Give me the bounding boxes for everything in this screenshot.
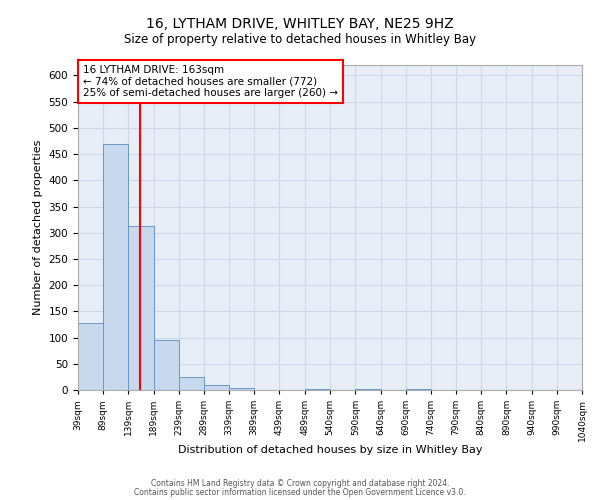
- Y-axis label: Number of detached properties: Number of detached properties: [33, 140, 43, 315]
- Bar: [179, 377, 204, 390]
- Bar: [103, 144, 128, 390]
- Bar: [229, 388, 254, 390]
- X-axis label: Distribution of detached houses by size in Whitley Bay: Distribution of detached houses by size …: [178, 445, 482, 455]
- Bar: [78, 323, 103, 390]
- Text: Size of property relative to detached houses in Whitley Bay: Size of property relative to detached ho…: [124, 32, 476, 46]
- Bar: [406, 389, 431, 390]
- Bar: [204, 385, 229, 390]
- Text: Contains HM Land Registry data © Crown copyright and database right 2024.: Contains HM Land Registry data © Crown c…: [151, 479, 449, 488]
- Bar: [154, 340, 179, 390]
- Bar: [305, 389, 330, 390]
- Text: 16 LYTHAM DRIVE: 163sqm
← 74% of detached houses are smaller (772)
25% of semi-d: 16 LYTHAM DRIVE: 163sqm ← 74% of detache…: [83, 65, 338, 98]
- Text: 16, LYTHAM DRIVE, WHITLEY BAY, NE25 9HZ: 16, LYTHAM DRIVE, WHITLEY BAY, NE25 9HZ: [146, 18, 454, 32]
- Bar: [128, 226, 154, 390]
- Text: Contains public sector information licensed under the Open Government Licence v3: Contains public sector information licen…: [134, 488, 466, 497]
- Bar: [355, 389, 380, 390]
